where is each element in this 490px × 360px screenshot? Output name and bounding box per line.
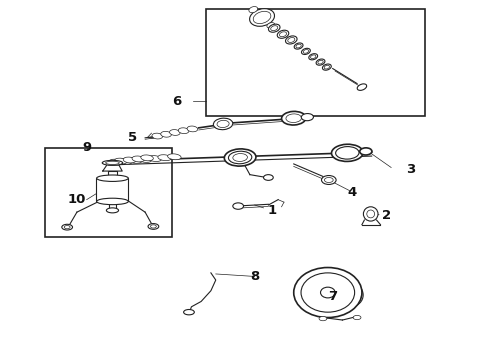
Text: 3: 3 bbox=[406, 163, 416, 176]
Bar bbox=[45, 148, 172, 237]
Ellipse shape bbox=[152, 133, 163, 139]
Bar bbox=[108, 171, 117, 178]
Ellipse shape bbox=[301, 113, 314, 121]
Ellipse shape bbox=[319, 316, 327, 321]
Ellipse shape bbox=[233, 203, 244, 209]
Ellipse shape bbox=[267, 23, 275, 28]
Text: 2: 2 bbox=[382, 209, 391, 222]
Ellipse shape bbox=[353, 315, 361, 320]
Ellipse shape bbox=[309, 54, 318, 60]
Ellipse shape bbox=[115, 158, 127, 164]
Ellipse shape bbox=[161, 131, 171, 137]
Circle shape bbox=[294, 267, 362, 318]
Ellipse shape bbox=[128, 157, 142, 163]
Ellipse shape bbox=[264, 175, 273, 180]
Ellipse shape bbox=[322, 64, 331, 70]
Text: 6: 6 bbox=[172, 95, 181, 108]
Ellipse shape bbox=[138, 157, 152, 162]
Ellipse shape bbox=[109, 159, 122, 165]
Ellipse shape bbox=[148, 224, 159, 229]
Ellipse shape bbox=[301, 48, 310, 54]
Ellipse shape bbox=[106, 208, 119, 213]
Text: 7: 7 bbox=[328, 289, 337, 303]
Ellipse shape bbox=[282, 111, 306, 125]
Ellipse shape bbox=[102, 160, 122, 165]
Ellipse shape bbox=[148, 156, 162, 162]
Ellipse shape bbox=[224, 149, 256, 166]
Ellipse shape bbox=[321, 176, 336, 184]
Ellipse shape bbox=[187, 126, 197, 132]
Ellipse shape bbox=[286, 36, 297, 44]
Bar bbox=[97, 178, 128, 202]
Ellipse shape bbox=[213, 118, 233, 130]
Ellipse shape bbox=[184, 310, 195, 315]
Ellipse shape bbox=[97, 198, 128, 204]
Ellipse shape bbox=[332, 144, 363, 161]
Ellipse shape bbox=[119, 158, 132, 164]
Ellipse shape bbox=[316, 59, 325, 65]
Ellipse shape bbox=[97, 175, 128, 181]
Text: 8: 8 bbox=[250, 270, 259, 283]
Ellipse shape bbox=[62, 224, 73, 230]
Ellipse shape bbox=[123, 157, 136, 163]
Text: 4: 4 bbox=[347, 186, 357, 199]
Ellipse shape bbox=[269, 24, 280, 32]
Ellipse shape bbox=[249, 9, 274, 26]
Text: 1: 1 bbox=[267, 204, 276, 217]
Text: 10: 10 bbox=[68, 193, 86, 206]
Ellipse shape bbox=[357, 84, 367, 90]
Text: 5: 5 bbox=[128, 131, 138, 144]
Circle shape bbox=[320, 287, 335, 298]
Ellipse shape bbox=[141, 155, 153, 161]
Ellipse shape bbox=[360, 148, 372, 155]
Ellipse shape bbox=[132, 156, 145, 162]
Ellipse shape bbox=[294, 43, 303, 49]
Ellipse shape bbox=[364, 207, 378, 221]
Ellipse shape bbox=[249, 6, 258, 13]
Ellipse shape bbox=[168, 154, 181, 160]
Ellipse shape bbox=[277, 30, 289, 38]
Ellipse shape bbox=[178, 128, 189, 134]
Bar bbox=[206, 9, 425, 116]
Ellipse shape bbox=[170, 130, 180, 135]
Text: 9: 9 bbox=[82, 141, 91, 154]
Ellipse shape bbox=[158, 155, 172, 161]
Ellipse shape bbox=[341, 284, 363, 306]
